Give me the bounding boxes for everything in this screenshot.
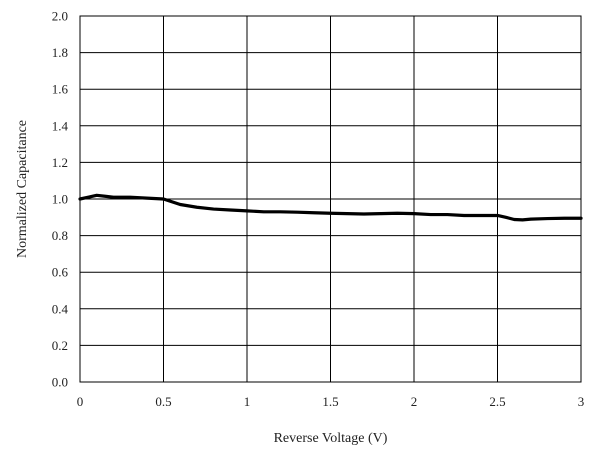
x-axis-ticks: 0 0.5 1 1.5 2 2.5 3 [77,394,585,409]
y-tick-label: 1.6 [52,82,69,97]
x-tick-label: 0 [77,394,84,409]
x-tick-label: 3 [578,394,585,409]
x-tick-label: 2 [411,394,418,409]
plot-frame [79,15,582,383]
y-tick-label: 1.8 [52,45,68,60]
x-tick-label: 2.5 [489,394,505,409]
y-axis-title: Normalized Capacitance [15,120,30,258]
y-tick-label: 0.6 [52,265,69,280]
x-axis-title: Reverse Voltage (V) [274,431,388,446]
series-line-0 [78,193,583,222]
x-tick-label: 1 [244,394,251,409]
y-tick-label: 0.2 [52,338,68,353]
x-tick-label: 1.5 [322,394,338,409]
y-tick-label: 1.0 [52,192,68,207]
series-layer [78,193,583,222]
y-tick-label: 0.4 [52,301,69,316]
y-tick-label: 0.8 [52,228,68,243]
y-tick-label: 2.0 [52,9,68,24]
y-tick-label: 1.4 [52,118,69,133]
y-tick-label: 1.2 [52,155,68,170]
x-tick-label: 0.5 [155,394,171,409]
y-axis-ticks: 0.0 0.2 0.4 0.6 0.8 1.0 1.2 1.4 1.6 1.8 2.0 [52,9,69,390]
y-tick-label: 0.0 [52,375,68,390]
